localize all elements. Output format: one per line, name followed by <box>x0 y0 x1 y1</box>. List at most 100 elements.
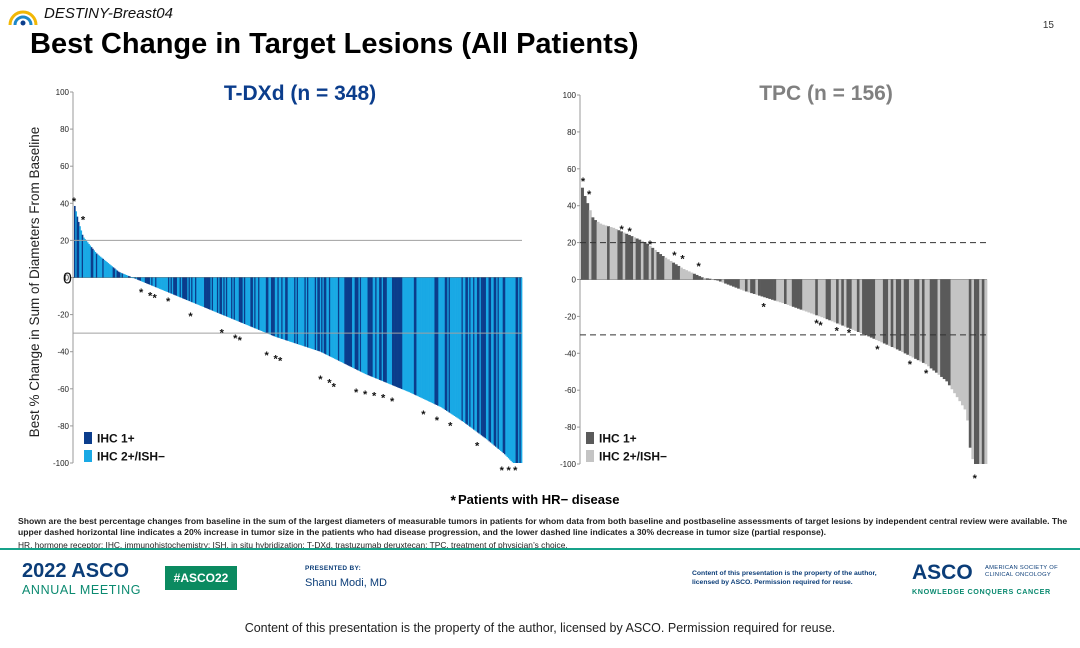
waterfall-bar <box>265 277 268 334</box>
waterfall-bar <box>169 277 171 294</box>
y-tick-label: 40 <box>567 202 576 211</box>
waterfall-bar <box>292 277 295 343</box>
waterfall-bar <box>674 264 678 280</box>
waterfall-bar <box>224 277 227 317</box>
y-tick-label: 40 <box>60 199 69 208</box>
footer-divider <box>0 548 1080 550</box>
waterfall-bar <box>966 279 970 421</box>
waterfall-bar <box>243 277 246 325</box>
panel-title: TPC (n = 156) <box>759 82 893 105</box>
waterfall-bar <box>318 277 321 352</box>
waterfall-bar <box>146 277 148 284</box>
waterfall-bar <box>197 277 200 305</box>
society-tagline: KNOWLEDGE CONQUERS CANCER <box>912 587 1051 596</box>
hr-negative-asterisk-marker: * <box>152 292 157 304</box>
waterfall-bar <box>139 277 142 281</box>
waterfall-bar <box>80 230 83 278</box>
waterfall-bar <box>622 232 626 280</box>
waterfall-bar <box>241 277 243 323</box>
waterfall-bar <box>471 277 474 429</box>
waterfall-bar <box>648 245 652 280</box>
waterfall-bar <box>921 279 925 363</box>
y-tick-label: -80 <box>57 422 69 431</box>
waterfall-bar <box>509 277 511 460</box>
hr-negative-asterisk-marker: * <box>354 387 359 399</box>
waterfall-bar <box>807 279 811 313</box>
waterfall-bar <box>188 277 191 302</box>
waterfall-bar <box>359 277 362 372</box>
waterfall-bar <box>502 277 505 454</box>
hr-negative-asterisk-marker: * <box>220 328 225 340</box>
waterfall-bar <box>112 267 115 278</box>
hr-negative-asterisk-marker: * <box>188 311 193 323</box>
waterfall-bar <box>742 279 746 291</box>
waterfall-bar <box>718 279 722 282</box>
waterfall-bar <box>354 277 357 370</box>
waterfall-bar <box>773 279 777 301</box>
waterfall-bar <box>340 277 343 362</box>
y-tick-label: 0 <box>65 274 70 283</box>
waterfall-bar <box>437 277 439 406</box>
y-tick-label: 100 <box>56 88 70 97</box>
waterfall-bar <box>303 277 305 347</box>
waterfall-bar <box>695 274 699 280</box>
waterfall-bar <box>384 277 386 383</box>
waterfall-bar <box>278 277 281 339</box>
waterfall-bar <box>343 277 345 364</box>
waterfall-bar <box>438 277 440 407</box>
waterfall-bar <box>698 276 702 280</box>
waterfall-bar <box>268 277 271 335</box>
waterfall-bar <box>228 277 231 318</box>
waterfall-bar <box>711 279 715 280</box>
waterfall-bar <box>417 277 420 397</box>
waterfall-bar <box>651 247 655 280</box>
hr-negative-footnote: * Patients with HR− disease <box>451 492 620 508</box>
waterfall-bar <box>955 279 959 398</box>
waterfall-bar <box>838 279 842 325</box>
waterfall-bar <box>635 238 639 280</box>
waterfall-bar <box>143 277 146 283</box>
slide-number: 15 <box>1042 20 1054 31</box>
waterfall-bar <box>206 277 209 309</box>
waterfall-bar <box>122 273 125 278</box>
waterfall-bar <box>305 277 308 348</box>
waterfall-bar <box>103 259 106 278</box>
waterfall-bar <box>77 221 80 278</box>
waterfall-bar <box>215 277 218 313</box>
waterfall-bar <box>872 279 876 339</box>
waterfall-bar <box>93 250 95 278</box>
hr-negative-asterisk-marker: * <box>166 296 171 308</box>
waterfall-bar <box>976 279 980 464</box>
waterfall-bar <box>250 277 253 327</box>
waterfall-bar <box>99 256 102 278</box>
waterfall-bar <box>781 279 785 304</box>
waterfall-bar <box>210 277 213 311</box>
waterfall-bar <box>672 262 676 280</box>
waterfall-bar <box>84 239 86 278</box>
waterfall-bar <box>794 279 798 308</box>
waterfall-bar <box>480 277 483 436</box>
waterfall-bar <box>836 279 839 324</box>
waterfall-bar <box>493 277 496 446</box>
waterfall-bar <box>256 277 259 330</box>
asco-annual-meeting-logo: 2022 ASCO ANNUAL MEETING <box>22 560 152 600</box>
waterfall-bar <box>128 276 130 278</box>
y-tick-label: 80 <box>60 125 69 134</box>
waterfall-bar <box>352 277 354 368</box>
waterfall-bar <box>321 277 323 353</box>
waterfall-bar <box>734 279 738 288</box>
waterfall-bar <box>518 277 520 463</box>
waterfall-bar <box>476 277 479 433</box>
waterfall-bar <box>274 277 277 337</box>
waterfall-bar <box>170 277 173 294</box>
waterfall-bar <box>165 277 168 292</box>
waterfall-bar <box>614 229 618 280</box>
waterfall-bar <box>218 277 220 314</box>
y-tick-label: 100 <box>563 91 577 100</box>
waterfall-bar <box>467 277 470 426</box>
waterfall-bar <box>778 279 782 303</box>
waterfall-bar <box>516 277 519 463</box>
asco-society-logo: ASCO AMERICAN SOCIETY OF CLINICAL ONCOLO… <box>910 561 1070 601</box>
waterfall-bar <box>98 255 101 278</box>
waterfall-bar <box>249 277 251 327</box>
